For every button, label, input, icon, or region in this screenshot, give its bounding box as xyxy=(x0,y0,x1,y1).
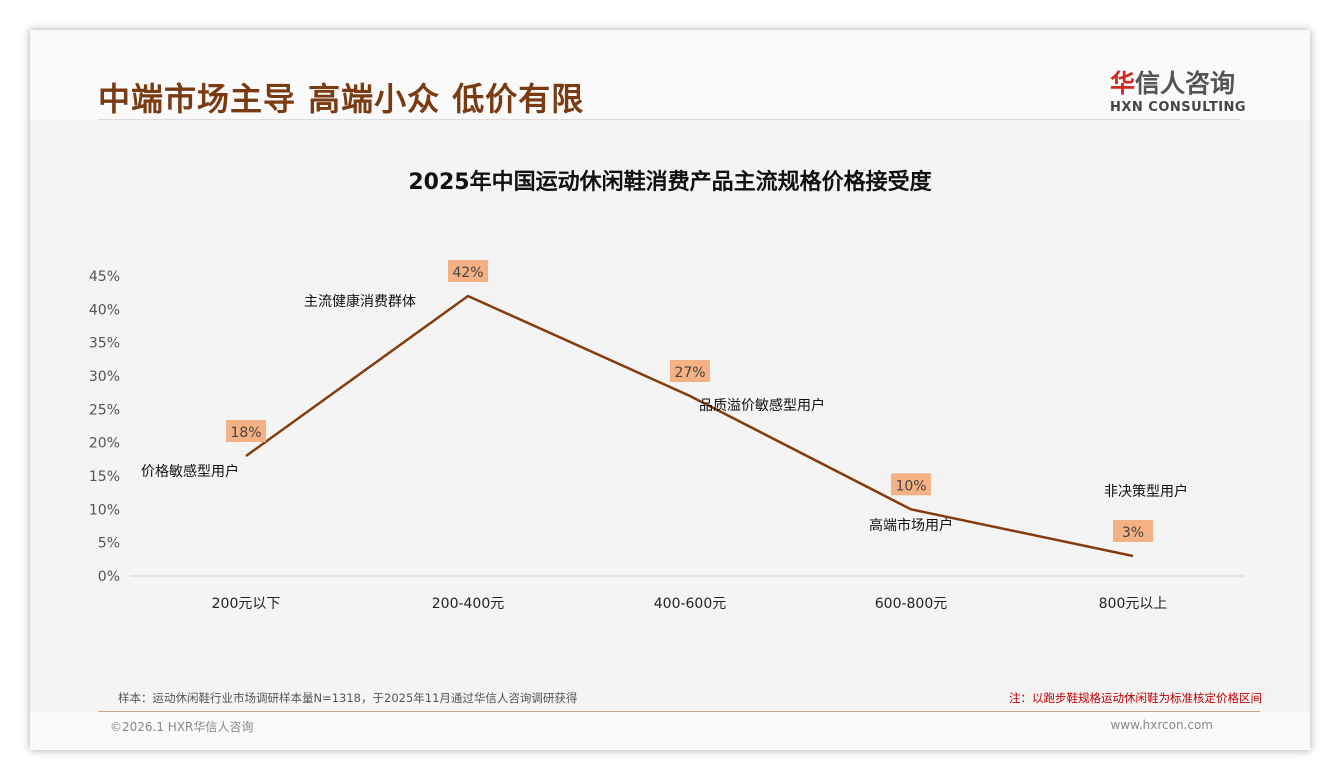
data-label: 3% xyxy=(1122,525,1144,541)
logo-en: HXN CONSULTING xyxy=(1110,100,1247,115)
data-label-bg xyxy=(1113,520,1153,542)
annotation: 价格敏感型用户 xyxy=(141,463,239,480)
data-label-bg xyxy=(448,260,488,282)
data-label: 27% xyxy=(674,365,705,381)
data-label: 10% xyxy=(895,478,926,494)
logo-accent: 华 xyxy=(1110,69,1136,98)
x-tick-label: 600-800元 xyxy=(875,596,948,612)
website[interactable]: www.hxrcon.com xyxy=(1110,718,1213,732)
divider xyxy=(98,119,1240,120)
annotation: 非决策型用户 xyxy=(1104,483,1188,500)
y-tick-label: 40% xyxy=(89,302,120,318)
copyright: ©2026.1 HXR华信人咨询 xyxy=(110,720,254,734)
data-label: 18% xyxy=(230,425,261,441)
y-tick-label: 0% xyxy=(98,569,120,585)
slide: 中端市场主导 高端小众 低价有限 华信人咨询 HXN CONSULTING 20… xyxy=(30,30,1310,750)
annotation: 主流健康消费群体 xyxy=(304,293,416,310)
y-tick-label: 15% xyxy=(89,469,120,485)
chart-title: 2025年中国运动休闲鞋消费产品主流规格价格接受度 xyxy=(408,170,932,195)
series-line xyxy=(245,294,1134,558)
sample-note: 样本：运动休闲鞋行业市场调研样本量N=1318，于2025年11月通过华信人咨询… xyxy=(118,691,578,705)
annotation: 高端市场用户 xyxy=(869,517,953,534)
footer-divider xyxy=(98,711,1260,712)
footer xyxy=(30,712,1310,750)
data-label-bg xyxy=(670,360,710,382)
x-tick-label: 200元以下 xyxy=(212,596,281,612)
y-tick-label: 10% xyxy=(89,502,120,518)
price-note: 注：以跑步鞋规格运动休闲鞋为标准核定价格区间 xyxy=(1009,691,1262,705)
y-tick-label: 35% xyxy=(89,336,120,352)
data-label-bg xyxy=(226,420,266,442)
data-label-bg xyxy=(891,473,931,496)
annotation: 品质溢价敏感型用户 xyxy=(699,397,825,414)
x-tick-label: 800元以上 xyxy=(1099,596,1168,612)
header xyxy=(30,30,1310,120)
page-title: 中端市场主导 高端小众 低价有限 xyxy=(98,80,585,118)
data-label: 42% xyxy=(452,265,483,281)
y-tick-label: 20% xyxy=(89,436,120,452)
y-tick-label: 45% xyxy=(89,269,120,285)
x-tick-label: 400-600元 xyxy=(654,596,727,612)
x-tick-label: 200-400元 xyxy=(432,596,505,612)
y-tick-label: 5% xyxy=(98,536,120,552)
y-tick-label: 25% xyxy=(89,402,120,418)
y-tick-label: 30% xyxy=(89,369,120,385)
line-chart: 0% 5% 10% 15% 20% 25% 30% 35% 40% 45% 200元以下 200-40… xyxy=(89,260,1245,612)
logo: 华信人咨询 HXN CONSULTING xyxy=(1110,64,1246,115)
logo-cn: 信人咨询 xyxy=(1135,69,1236,98)
